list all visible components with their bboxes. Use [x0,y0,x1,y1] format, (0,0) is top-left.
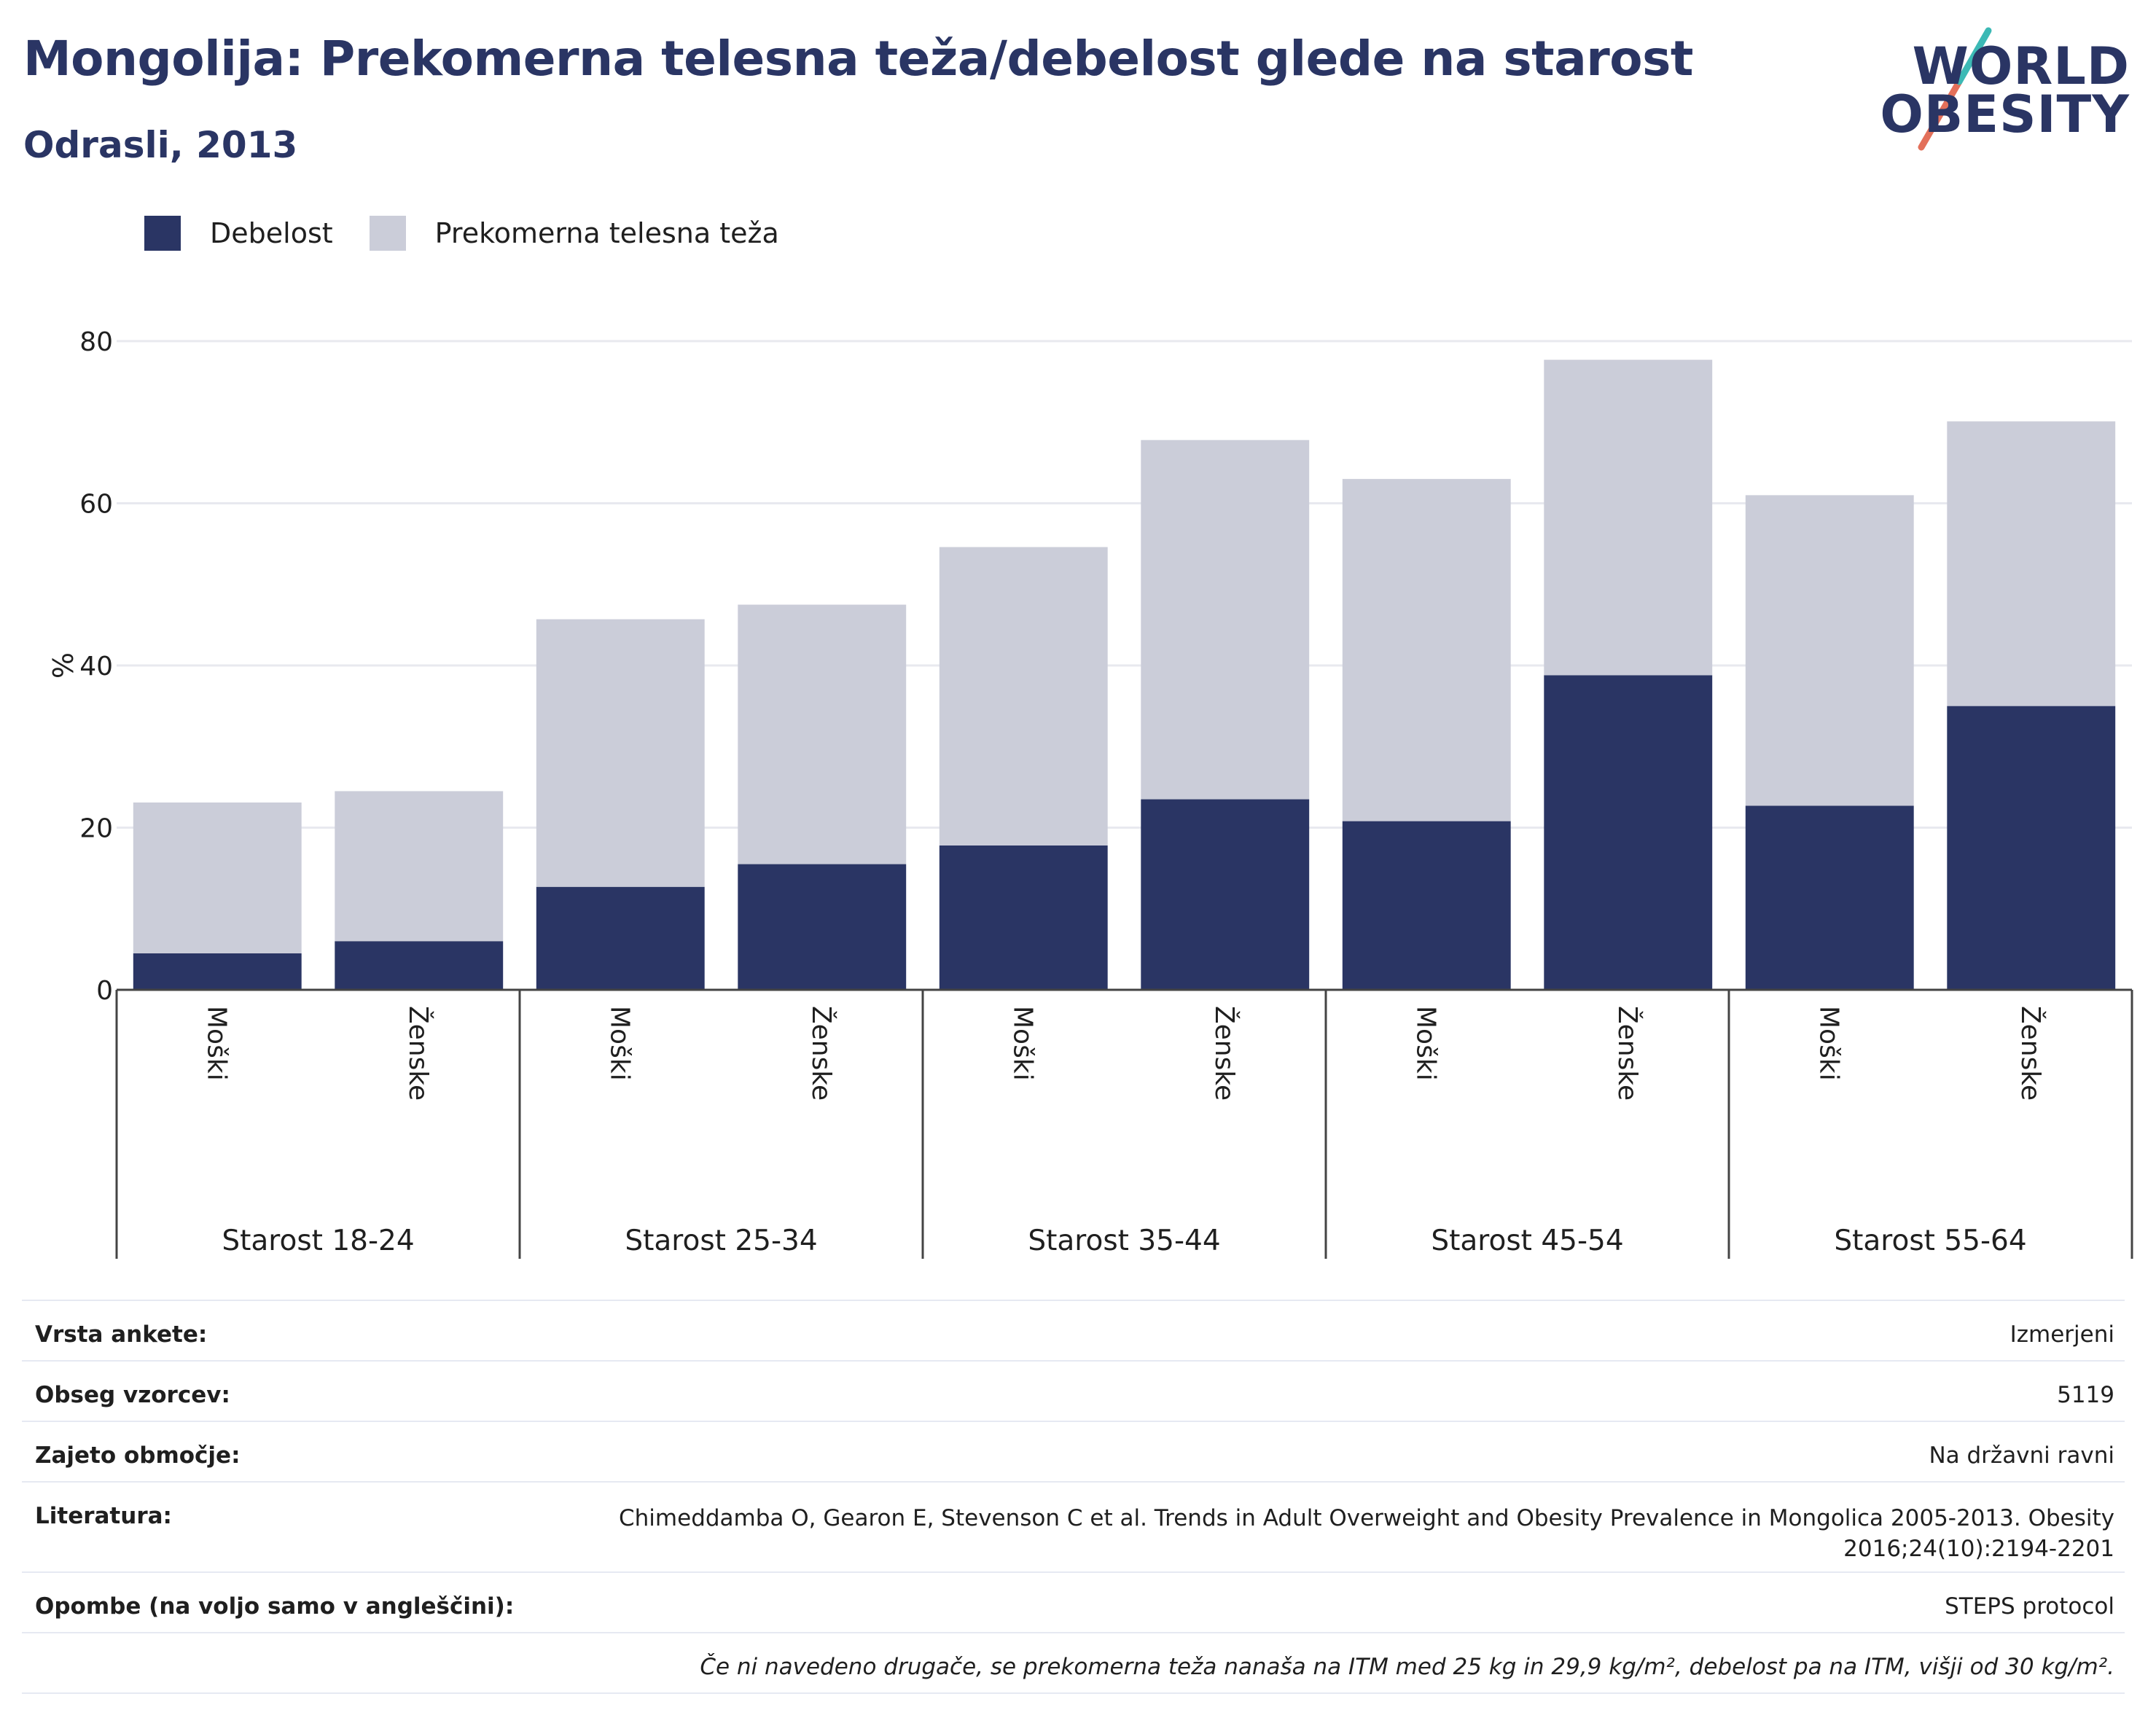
y-axis-label: % [46,652,78,679]
meta-value: Izmerjeni [2009,1321,2114,1348]
bar-debelost [1141,799,1310,990]
legend: Debelost Prekomerna telesna teža [144,216,816,251]
x-group-label: Starost 18-24 [222,1225,414,1257]
x-category-label: Ženske [403,1006,434,1101]
definition-note: Če ni navedeno drugače, se prekomerna te… [700,1654,2114,1680]
meta-value: 5119 [2057,1382,2114,1408]
meta-label: Obseg vzorcev: [35,1382,230,1408]
x-category-label: Ženske [806,1006,837,1101]
y-tick-label: 40 [79,652,113,682]
bar-debelost [335,941,504,990]
bar-debelost [536,886,705,990]
meta-row-notes: Opombe (na voljo samo v angleščini): STE… [22,1571,2125,1632]
bar-prekomerna [738,604,907,864]
logo-text-obesity: OBESITY [1880,85,2130,144]
bar-prekomerna [1141,440,1310,800]
x-group-label: Starost 55-64 [1834,1225,2026,1257]
legend-swatch-prekomerna [369,216,406,251]
x-category-label: Moški [201,1006,231,1081]
chart-title: Mongolija: Prekomerna telesna teža/debel… [23,31,1693,87]
stacked-bar-chart: 0 20 40 60 80% Moški Ženske Moški Ženske Moški Žen… [46,327,2133,1259]
bar-debelost [738,864,907,990]
legend-item-debelost[interactable]: Debelost [144,216,333,251]
meta-label: Zajeto območje: [35,1442,241,1469]
x-group-label: Starost 45-54 [1431,1225,1623,1257]
legend-swatch-debelost [144,216,181,251]
metadata-table: Vrsta ankete: Izmerjeni Obseg vzorcev: 5… [22,1300,2125,1694]
world-obesity-logo: WORLD OBESITY [1880,22,2143,153]
legend-label-debelost: Debelost [210,217,333,249]
logo-text-world: WORLD [1912,36,2130,96]
bar-debelost [939,845,1108,990]
x-category-label: Ženske [2015,1006,2046,1101]
chart-subtitle: Odrasli, 2013 [23,124,298,166]
meta-row-sample-size: Obseg vzorcev: 5119 [22,1360,2125,1421]
y-tick-label: 20 [79,814,113,844]
x-category-label: Ženske [1209,1006,1240,1101]
meta-value-reference: Chimeddamba O, Gearon E, Stevenson C et … [619,1505,2114,1562]
bar-debelost [133,953,302,990]
bar-prekomerna [536,619,705,887]
x-category-label: Moški [604,1006,634,1081]
bar-prekomerna [133,802,302,953]
meta-row-definition-note: Če ni navedeno drugače, se prekomerna te… [22,1632,2125,1692]
meta-label: Literatura: [35,1503,172,1529]
x-category-label: Moški [1410,1006,1440,1081]
bar-debelost [1947,706,2116,990]
y-tick-label: 60 [79,490,113,520]
meta-value: STEPS protocol [1945,1593,2114,1620]
meta-row-literature: Literatura: Chimeddamba O, Gearon E, Ste… [22,1481,2125,1571]
bar-prekomerna [1342,479,1511,821]
meta-row-area: Zajeto območje: Na državni ravni [22,1421,2125,1481]
y-tick-label: 0 [96,976,113,1006]
bar-debelost [1544,675,1713,990]
x-group-label: Starost 35-44 [1028,1225,1220,1257]
bar-prekomerna [1544,359,1713,676]
meta-value: Na državni ravni [1929,1442,2114,1469]
legend-label-prekomerna: Prekomerna telesna teža [434,217,779,249]
y-tick-label: 80 [79,327,113,357]
meta-label: Opombe (na voljo samo v angleščini): [35,1593,515,1620]
x-category-label: Moški [1813,1006,1843,1081]
bar-prekomerna [1947,421,2116,706]
bar-prekomerna [335,791,504,942]
meta-row-survey-type: Vrsta ankete: Izmerjeni [22,1300,2125,1360]
bar-debelost [1342,821,1511,990]
x-category-label: Moški [1007,1006,1037,1081]
bar-prekomerna [1745,495,1914,806]
logo-slash-icon [1918,27,1992,151]
x-group-label: Starost 25-34 [625,1225,817,1257]
x-category-label: Ženske [1612,1006,1643,1101]
bar-prekomerna [939,547,1108,845]
bar-debelost [1745,805,1914,990]
meta-label: Vrsta ankete: [35,1321,208,1348]
legend-item-prekomerna[interactable]: Prekomerna telesna teža [369,216,779,251]
meta-bottom-border [22,1692,2125,1694]
